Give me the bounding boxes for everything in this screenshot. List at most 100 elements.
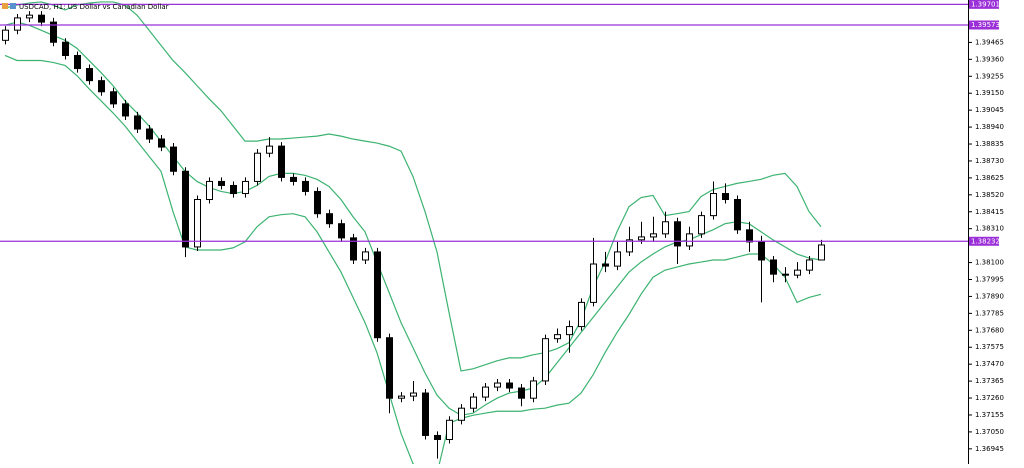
candle-body	[363, 252, 369, 260]
candle-body	[255, 153, 261, 181]
candle-body	[579, 302, 585, 326]
candle-body	[99, 81, 105, 92]
candle-body	[135, 116, 141, 129]
candle-body	[243, 181, 249, 193]
candle-body	[735, 200, 741, 230]
candle-body	[291, 177, 297, 181]
bollinger-band	[5, 55, 821, 464]
y-tick-label: 1.37260	[975, 394, 1004, 402]
candle-body	[567, 327, 573, 335]
candle-body	[435, 435, 441, 439]
y-tick-label: 1.37365	[975, 377, 1004, 385]
y-tick-label: 1.39465	[975, 38, 1004, 46]
y-tick-label: 1.37155	[975, 411, 1004, 419]
y-tick-label: 1.39150	[975, 89, 1004, 97]
candle-body	[15, 18, 21, 30]
candle-body	[39, 15, 45, 22]
candle-body	[171, 147, 177, 171]
candle-body	[747, 230, 753, 242]
candle-body	[411, 393, 417, 396]
icon	[10, 3, 16, 9]
candle-body	[675, 222, 681, 246]
candle-body	[651, 234, 657, 237]
candle-body	[531, 381, 537, 398]
candle-body	[219, 181, 225, 185]
candle-body	[375, 252, 381, 338]
candle-body	[459, 408, 465, 420]
y-tick-label: 1.38310	[975, 225, 1004, 233]
y-tick-label: 1.37785	[975, 309, 1004, 317]
candle-body	[507, 383, 513, 388]
y-tick-label: 1.37470	[975, 360, 1004, 368]
candle-body	[723, 194, 729, 200]
candle-body	[195, 200, 201, 247]
candle-body	[123, 104, 129, 116]
candle-body	[519, 388, 525, 398]
candle-body	[399, 396, 405, 398]
chart: 1.39465 1.39360 1.39255 1.39150 1.39045 1.389…	[0, 0, 1024, 464]
candle-body	[387, 338, 393, 398]
bollinger-band	[5, 2, 821, 371]
candle-body	[483, 387, 489, 397]
candle-body	[711, 194, 717, 216]
plot	[0, 2, 968, 464]
price-level-label: 1.38232	[971, 237, 1000, 245]
candle-body	[27, 15, 33, 18]
candle-body	[63, 42, 69, 55]
candle-body	[819, 245, 825, 260]
candle-body	[591, 264, 597, 302]
axis: 1.39465 1.39360 1.39255 1.39150 1.39045 1.389…	[968, 0, 1004, 453]
y-tick-label: 1.38520	[975, 191, 1004, 199]
candle-body	[183, 171, 189, 247]
candle-body	[303, 181, 309, 191]
candle-body	[639, 237, 645, 240]
candle-body	[603, 264, 609, 266]
candle-body	[447, 420, 453, 439]
y-tick-label: 1.39360	[975, 55, 1004, 63]
candle-body	[555, 335, 561, 339]
y-tick-label: 1.36945	[975, 445, 1004, 453]
price-level-label: 1.39573	[971, 21, 1000, 29]
candle-body	[111, 92, 117, 104]
candle-body	[267, 146, 273, 153]
candle-body	[771, 260, 777, 274]
y-tick-label: 1.38100	[975, 259, 1004, 267]
candle-body	[159, 139, 165, 147]
y-tick-label: 1.37680	[975, 326, 1004, 334]
candle-body	[687, 234, 693, 246]
candle-body	[339, 224, 345, 238]
candle-body	[423, 393, 429, 435]
candle-body	[495, 383, 501, 387]
y-tick-label: 1.37890	[975, 292, 1004, 300]
y-tick-label: 1.38940	[975, 123, 1004, 131]
candle-body	[327, 214, 333, 224]
candle-body	[315, 191, 321, 213]
candle-body	[543, 339, 549, 381]
candle-body	[207, 181, 213, 199]
y-tick-label: 1.39045	[975, 106, 1004, 114]
y-tick-label: 1.37995	[975, 275, 1004, 283]
candle-body	[147, 129, 153, 139]
candle-body	[759, 242, 765, 260]
candle-body	[231, 185, 237, 193]
y-tick-label: 1.38730	[975, 157, 1004, 165]
y-tick-label: 1.38625	[975, 174, 1004, 182]
y-tick-label: 1.37575	[975, 343, 1004, 351]
candle-body	[87, 69, 93, 81]
candle-body	[795, 270, 801, 275]
candle-body	[279, 146, 285, 177]
y-tick-label: 1.38415	[975, 208, 1004, 216]
y-tick-label: 1.38835	[975, 140, 1004, 148]
candle-body	[615, 252, 621, 266]
candle-body	[807, 260, 813, 270]
y-tick-label: 1.39255	[975, 72, 1004, 80]
price-level-label: 1.39701	[971, 0, 1000, 8]
page: {"chart_data": { "type": "candlestick", …	[0, 0, 1024, 468]
chart-title: USDCAD, H1: US Dollar vs Canadian Dollar	[19, 3, 169, 11]
candle-body	[3, 30, 9, 40]
candle-body	[75, 55, 81, 68]
candle-body	[699, 216, 705, 234]
icon	[2, 3, 8, 9]
y-tick-label: 1.37050	[975, 428, 1004, 436]
candle-body	[783, 274, 789, 275]
